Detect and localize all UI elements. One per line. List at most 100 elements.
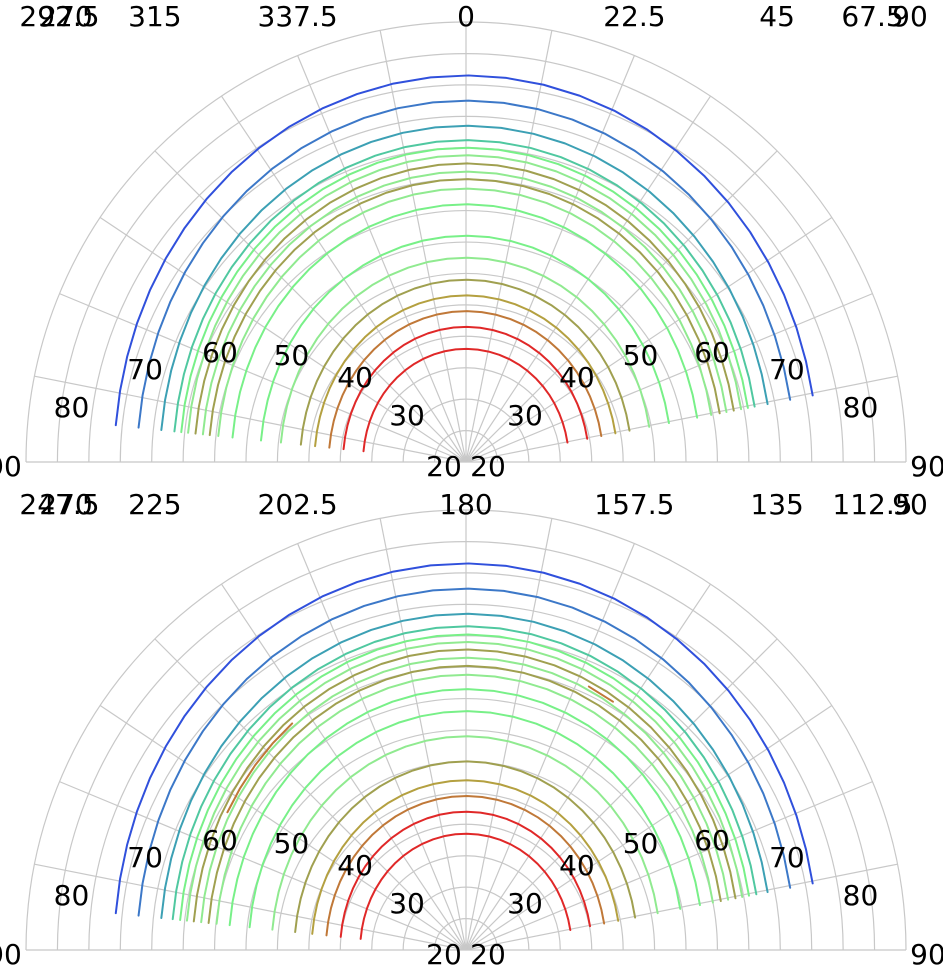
radial-tick-label: 90 — [910, 938, 943, 965]
contour-line — [325, 795, 606, 937]
contour-line — [217, 187, 713, 437]
radial-tick-label: 60 — [694, 336, 730, 369]
contour-line — [179, 633, 750, 921]
radial-tick-label: 70 — [127, 841, 163, 874]
radial-tick-label: 80 — [54, 391, 90, 424]
azimuth-tick-label: 112.5 — [832, 488, 912, 521]
contour-line — [271, 735, 659, 931]
contour-line — [137, 587, 792, 917]
radial-tick-label: 30 — [507, 887, 543, 920]
radial-tick-label: 60 — [694, 824, 730, 857]
grid-spoke — [297, 55, 467, 463]
grid-spoke — [379, 30, 467, 463]
radial-tick-label: 20 — [426, 938, 462, 965]
contour-segment — [226, 722, 294, 814]
contour-line — [192, 648, 737, 923]
azimuth-tick-label: 0 — [457, 0, 475, 33]
contour-line — [311, 779, 620, 935]
grid-spoke — [154, 150, 467, 463]
contour-line — [359, 832, 572, 940]
radial-tick-label: 30 — [389, 887, 425, 920]
radial-tick-label: 80 — [843, 391, 879, 424]
contour-line — [328, 310, 603, 449]
contour-line — [339, 810, 592, 938]
radial-tick-label: 30 — [389, 399, 425, 432]
azimuth-tick-label: 225 — [128, 488, 181, 521]
contour-line — [231, 203, 699, 439]
grid-spoke — [465, 705, 833, 951]
grid-spoke — [99, 217, 467, 463]
azimuth-tick-label: 90 — [892, 488, 928, 521]
contour-line — [160, 124, 769, 431]
contour-line — [114, 562, 814, 915]
radial-tick-label: 40 — [559, 361, 595, 394]
azimuth-tick-label: 90 — [892, 0, 928, 33]
contour-line — [114, 74, 814, 427]
radial-tick-label: 50 — [274, 827, 310, 860]
radial-tick-label: 50 — [274, 339, 310, 372]
contour-line — [342, 325, 589, 451]
grid-spoke — [465, 30, 553, 463]
polar-grid — [25, 21, 907, 463]
azimuth-tick-label: 67.5 — [841, 0, 903, 33]
grid-spoke — [465, 638, 778, 951]
grid-spoke — [465, 375, 898, 463]
grid-spoke — [465, 863, 898, 951]
radial-tick-label: 20 — [470, 938, 506, 965]
polar-grid — [25, 509, 907, 951]
grid-spoke — [465, 518, 553, 951]
grid-spoke — [154, 638, 467, 951]
radial-tick-label: 50 — [623, 827, 659, 860]
radial-tick-label: 90 — [0, 450, 22, 483]
grid-spoke — [465, 55, 635, 463]
contour-line — [215, 673, 714, 925]
radial-tick-label: 70 — [769, 841, 805, 874]
contour-line — [160, 612, 769, 919]
contour-line — [201, 170, 728, 436]
radial-tick-label: 90 — [0, 938, 22, 965]
contour-line — [137, 99, 792, 429]
radial-tick-label: 40 — [559, 849, 595, 882]
azimuth-tick-label: 135 — [750, 488, 803, 521]
contour-line — [208, 178, 721, 437]
radial-tick-label: 70 — [769, 353, 805, 386]
azimuth-tick-label: 202.5 — [258, 488, 338, 521]
contour-line — [259, 234, 670, 442]
azimuth-tick-label: 22.5 — [603, 0, 665, 33]
radial-tick-label: 80 — [843, 879, 879, 912]
contour-line — [299, 278, 631, 446]
contour-line — [194, 162, 735, 435]
grid-spoke — [34, 375, 467, 463]
grid-spoke — [34, 863, 467, 951]
contour-line — [185, 641, 744, 922]
radial-tick-label: 20 — [426, 450, 462, 483]
grid-spoke — [465, 150, 778, 463]
azimuth-tick-label: 337.5 — [258, 0, 338, 33]
grid-spoke — [465, 217, 833, 463]
grid-spoke — [465, 583, 711, 951]
contour-line — [173, 139, 756, 433]
radial-tick-label: 40 — [337, 849, 373, 882]
grid-spoke — [59, 293, 467, 463]
contour-segment — [587, 685, 614, 703]
azimuth-tick-label: 315 — [128, 0, 181, 33]
azimuth-tick-label: 292.5 — [19, 0, 99, 33]
contour-line — [171, 625, 758, 921]
grid-spoke — [465, 543, 635, 951]
radial-tick-label: 90 — [910, 450, 943, 483]
radial-tick-label: 50 — [623, 339, 659, 372]
polar-plot-top: 270292.5315337.5022.54567.59090908080707… — [0, 0, 943, 483]
radial-tick-label: 30 — [507, 399, 543, 432]
contour-line — [294, 760, 637, 934]
contour-line — [180, 146, 749, 434]
contour-line — [314, 294, 617, 448]
contour-line — [187, 154, 743, 434]
azimuth-tick-label: 247.5 — [19, 488, 99, 521]
radial-tick-label: 60 — [202, 336, 238, 369]
azimuth-tick-label: 270 — [39, 488, 92, 521]
grid-spoke — [379, 518, 467, 951]
contour-line — [228, 688, 701, 927]
contour-line — [200, 656, 730, 924]
radial-tick-label: 60 — [202, 824, 238, 857]
